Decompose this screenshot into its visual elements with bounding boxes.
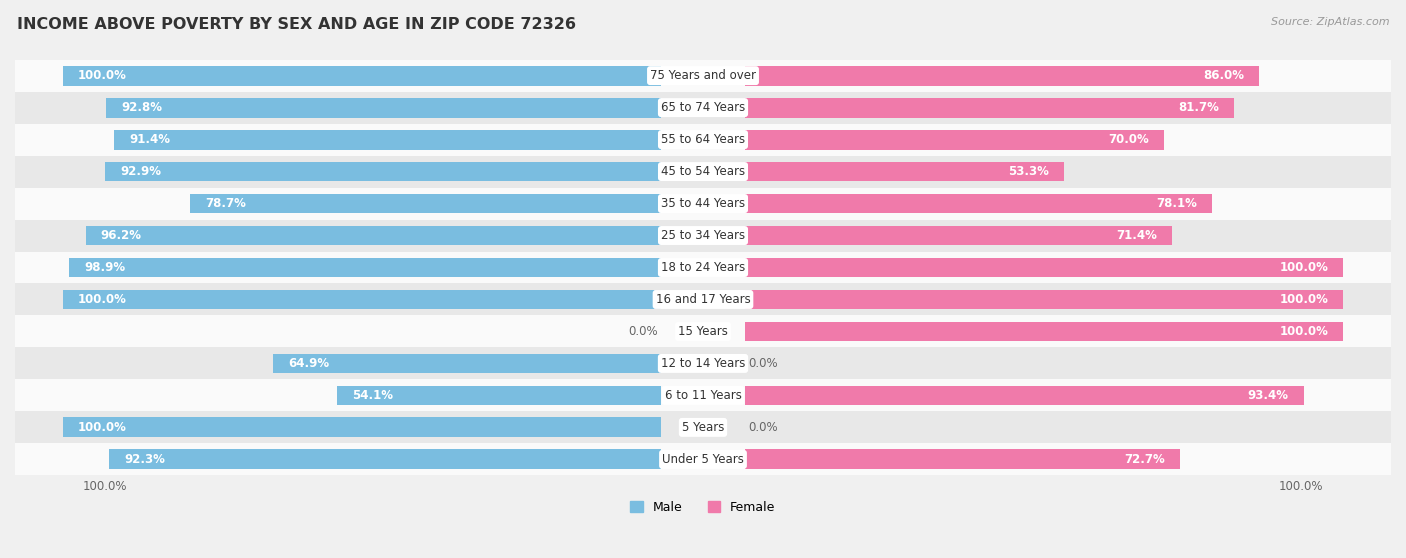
- Bar: [745, 194, 1212, 214]
- Bar: [15, 124, 1391, 156]
- Text: 25 to 34 Years: 25 to 34 Years: [661, 229, 745, 242]
- Text: 12 to 14 Years: 12 to 14 Years: [661, 357, 745, 370]
- Text: 0.0%: 0.0%: [748, 421, 778, 434]
- Bar: [15, 444, 1391, 475]
- Text: 100.0%: 100.0%: [77, 421, 127, 434]
- Bar: [63, 290, 661, 309]
- Bar: [15, 219, 1391, 252]
- Text: 65 to 74 Years: 65 to 74 Years: [661, 101, 745, 114]
- Text: 64.9%: 64.9%: [288, 357, 329, 370]
- Bar: [273, 354, 661, 373]
- Text: 100.0%: 100.0%: [1279, 261, 1329, 274]
- Text: 53.3%: 53.3%: [1008, 165, 1049, 178]
- Text: 81.7%: 81.7%: [1178, 101, 1219, 114]
- Text: 96.2%: 96.2%: [101, 229, 142, 242]
- Bar: [190, 194, 661, 214]
- Text: INCOME ABOVE POVERTY BY SEX AND AGE IN ZIP CODE 72326: INCOME ABOVE POVERTY BY SEX AND AGE IN Z…: [17, 17, 576, 32]
- Bar: [108, 449, 661, 469]
- Text: 100.0%: 100.0%: [1279, 293, 1329, 306]
- Text: 0.0%: 0.0%: [628, 325, 658, 338]
- Text: 0.0%: 0.0%: [748, 357, 778, 370]
- Text: 93.4%: 93.4%: [1247, 389, 1289, 402]
- Bar: [15, 156, 1391, 187]
- Text: 18 to 24 Years: 18 to 24 Years: [661, 261, 745, 274]
- Bar: [15, 252, 1391, 283]
- Text: 86.0%: 86.0%: [1204, 69, 1244, 82]
- Bar: [15, 283, 1391, 315]
- Bar: [114, 129, 661, 150]
- Text: 78.7%: 78.7%: [205, 197, 246, 210]
- Bar: [745, 321, 1343, 341]
- Text: 70.0%: 70.0%: [1108, 133, 1149, 146]
- Text: 72.7%: 72.7%: [1125, 453, 1164, 466]
- Text: 92.8%: 92.8%: [121, 101, 162, 114]
- Text: 35 to 44 Years: 35 to 44 Years: [661, 197, 745, 210]
- Bar: [745, 258, 1343, 277]
- Bar: [86, 225, 661, 246]
- Bar: [745, 162, 1064, 181]
- Text: 100.0%: 100.0%: [77, 293, 127, 306]
- Text: 54.1%: 54.1%: [353, 389, 394, 402]
- Bar: [15, 411, 1391, 444]
- Text: 75 Years and over: 75 Years and over: [650, 69, 756, 82]
- Bar: [745, 225, 1173, 246]
- Bar: [63, 66, 661, 85]
- Bar: [105, 162, 661, 181]
- Text: 91.4%: 91.4%: [129, 133, 170, 146]
- Text: 100.0%: 100.0%: [1279, 325, 1329, 338]
- Bar: [15, 315, 1391, 348]
- Text: 78.1%: 78.1%: [1156, 197, 1197, 210]
- Bar: [745, 66, 1260, 85]
- Text: 98.9%: 98.9%: [84, 261, 125, 274]
- Text: 15 Years: 15 Years: [678, 325, 728, 338]
- Text: Source: ZipAtlas.com: Source: ZipAtlas.com: [1271, 17, 1389, 27]
- Bar: [745, 98, 1233, 118]
- Text: 71.4%: 71.4%: [1116, 229, 1157, 242]
- Text: 92.9%: 92.9%: [121, 165, 162, 178]
- Text: Under 5 Years: Under 5 Years: [662, 453, 744, 466]
- Bar: [745, 386, 1303, 405]
- Legend: Male, Female: Male, Female: [626, 496, 780, 519]
- Bar: [745, 129, 1164, 150]
- Bar: [15, 187, 1391, 219]
- Bar: [105, 98, 661, 118]
- Text: 100.0%: 100.0%: [77, 69, 127, 82]
- Text: 55 to 64 Years: 55 to 64 Years: [661, 133, 745, 146]
- Text: 92.3%: 92.3%: [124, 453, 165, 466]
- Bar: [15, 60, 1391, 92]
- Bar: [63, 417, 661, 437]
- Bar: [745, 449, 1180, 469]
- Bar: [69, 258, 661, 277]
- Bar: [15, 92, 1391, 124]
- Text: 45 to 54 Years: 45 to 54 Years: [661, 165, 745, 178]
- Bar: [15, 379, 1391, 411]
- Bar: [15, 348, 1391, 379]
- Text: 16 and 17 Years: 16 and 17 Years: [655, 293, 751, 306]
- Text: 6 to 11 Years: 6 to 11 Years: [665, 389, 741, 402]
- Bar: [745, 290, 1343, 309]
- Bar: [337, 386, 661, 405]
- Text: 5 Years: 5 Years: [682, 421, 724, 434]
